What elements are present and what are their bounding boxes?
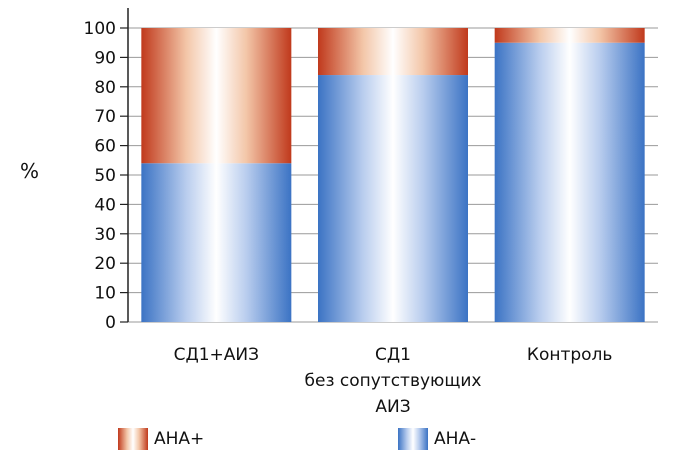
y-tick-label: 10 xyxy=(94,284,116,304)
x-category-label: АИЗ xyxy=(375,397,410,417)
x-category-label: Контроль xyxy=(527,345,613,365)
legend-swatch-ana-neg xyxy=(398,428,428,450)
y-tick-label: 30 xyxy=(94,225,116,245)
bar-ana-neg xyxy=(318,75,468,322)
y-tick-label: 60 xyxy=(94,137,116,157)
bar-ana-pos xyxy=(318,28,468,76)
y-tick-label: 40 xyxy=(94,195,116,215)
legend-label-ana-pos: АНА+ xyxy=(154,429,205,449)
legend-item-ana-neg: АНА- xyxy=(398,428,476,450)
y-tick-label: 20 xyxy=(94,254,116,274)
x-category-label: СД1+АИЗ xyxy=(174,345,259,365)
y-tick-label: 50 xyxy=(94,166,116,186)
bar-ana-pos xyxy=(141,28,292,164)
y-tick-label: 70 xyxy=(94,107,116,127)
y-axis-label: % xyxy=(20,159,39,183)
bar-ana-neg xyxy=(141,163,292,322)
legend-label-ana-neg: АНА- xyxy=(434,429,477,449)
bar-ana-pos xyxy=(494,28,645,43)
y-tick-label: 90 xyxy=(94,48,116,68)
y-tick-label: 0 xyxy=(105,313,116,333)
x-category-labels: СД1+АИЗ СД1 без сопутствующих АИЗ Контроль xyxy=(174,345,613,417)
x-category-label: СД1 xyxy=(375,345,411,365)
x-category-label: без сопутствующих xyxy=(305,371,482,391)
legend-swatch-ana-pos xyxy=(118,428,148,450)
y-tick-label: 100 xyxy=(84,19,116,39)
y-tick-label: 80 xyxy=(94,78,116,98)
bars xyxy=(141,28,645,322)
legend-item-ana-pos: АНА+ xyxy=(118,428,204,450)
y-tick-labels: 0 10 20 30 40 50 60 70 80 90 100 xyxy=(84,19,128,333)
bar-ana-neg xyxy=(494,42,645,322)
